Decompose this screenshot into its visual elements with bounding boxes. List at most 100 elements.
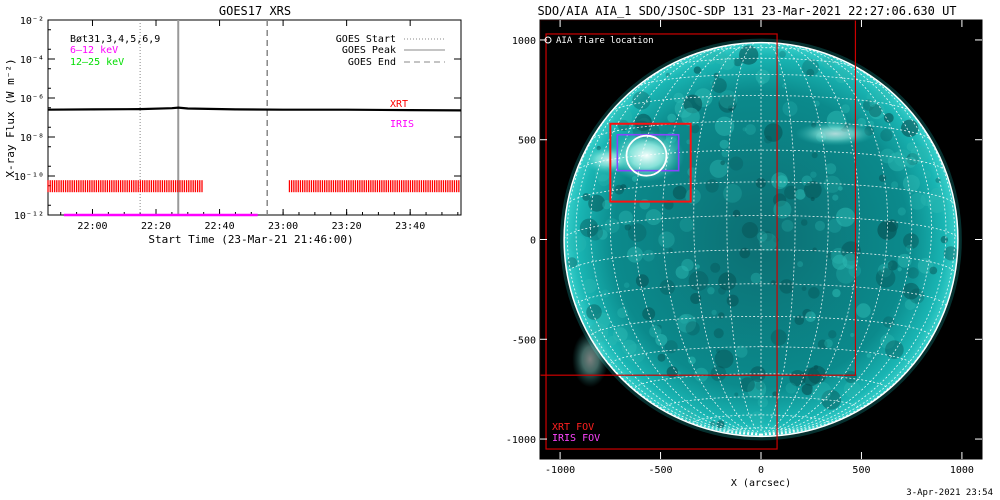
sun-texture-patch: [685, 321, 700, 336]
sun-texture-patch: [755, 381, 765, 391]
sun-texture-patch: [784, 185, 798, 200]
longitude-line: [760, 47, 932, 436]
sun-texture-patch: [713, 328, 724, 339]
sun-texture-patch: [718, 272, 737, 291]
xrt-fov-label: XRT FOV: [552, 422, 594, 433]
sun-texture-patch: [632, 91, 651, 110]
goes-y-tick-label: 10⁻¹⁰: [14, 172, 44, 183]
aia-y-tick-label: -1000: [506, 435, 536, 446]
active-region-southeast: [572, 331, 609, 388]
sun-texture-patch: [875, 268, 896, 288]
sun-texture-patch: [695, 264, 700, 269]
sun-texture-patch: [887, 260, 898, 271]
sun-texture-patch: [582, 278, 597, 294]
sun-texture-patch: [588, 194, 606, 212]
sun-texture-patch: [856, 303, 871, 318]
sun-texture-patch: [723, 184, 742, 203]
sun-texture-patch: [782, 101, 798, 117]
xrt-fov-wide-box: [540, 20, 857, 376]
sun-texture-patch: [797, 261, 804, 268]
sun-texture-patch: [750, 272, 762, 284]
heliographic-grid: [563, 41, 959, 438]
goes-axis-ticks: [48, 19, 461, 216]
sun-texture-patch: [617, 119, 630, 132]
sun-texture-patch: [685, 188, 701, 205]
aia-axis-ticks: [540, 20, 982, 459]
legend-channel-low: 6–12 keV: [70, 45, 118, 56]
sun-texture-patch: [832, 194, 839, 201]
goes-x-tick-label: 23:00: [268, 221, 298, 232]
sun-texture-patch: [673, 92, 684, 104]
sun-texture-patch: [902, 282, 920, 300]
sun-texture-patch: [579, 218, 599, 238]
sun-texture-patch: [623, 282, 630, 289]
sun-texture-patch: [710, 365, 727, 382]
goes-x-tick-labels: 22:00 22:20 22:40 23:00 23:20 23:40: [77, 221, 425, 232]
flare-location-legend-marker: [544, 36, 552, 44]
sun-texture-patch: [749, 411, 765, 427]
sun-texture-patch: [843, 381, 861, 398]
aia-x-tick-label: -1000: [545, 465, 575, 476]
sun-texture-patch: [711, 309, 717, 316]
sun-texture-patch: [657, 353, 666, 362]
longitude-line: [760, 42, 829, 436]
sun-texture-patch: [904, 299, 916, 310]
sun-texture-patch: [801, 286, 807, 291]
sun-texture-patch: [880, 268, 885, 273]
sun-texture-patch: [718, 94, 737, 113]
sun-texture-patch: [808, 287, 820, 299]
goes-x-tick-label: 23:20: [332, 221, 362, 232]
sun-texture-patch: [922, 170, 932, 179]
longitude-line: [760, 42, 860, 436]
sun-texture-patch: [930, 187, 943, 201]
sun-texture-patch: [621, 339, 637, 355]
sun-texture-patch: [842, 253, 859, 269]
legend-goes-end: GOES End: [348, 57, 396, 68]
aia-x-tick-labels: -1000 -500 0 500 1000: [545, 465, 974, 476]
sun-texture-patch: [682, 407, 697, 423]
sun-texture-patch: [656, 324, 662, 330]
sun-texture-patch: [880, 334, 895, 349]
sun-texture-patch: [825, 163, 837, 175]
sun-texture-patch: [840, 104, 850, 114]
sun-texture-patch: [618, 210, 633, 225]
legend-goes-start: GOES Start: [336, 34, 396, 45]
sun-texture-patch: [800, 219, 808, 226]
aia-title: SDO/AIA AIA_1 SDO/JSOC-SDP 131 23-Mar-20…: [537, 4, 956, 18]
aia-y-tick-label: -500: [512, 335, 536, 346]
sun-texture-patch: [734, 392, 739, 397]
flare-location-legend: AIA flare location: [556, 36, 654, 46]
sun-texture-patch: [612, 327, 628, 343]
sun-texture-patch: [735, 345, 748, 358]
sun-texture-patch: [649, 325, 662, 338]
sun-texture-patch: [838, 186, 843, 191]
sun-texture-patch: [655, 334, 668, 346]
latitude-line: [662, 396, 860, 412]
sun-texture-patch: [828, 330, 837, 339]
sun-texture-patch: [850, 332, 855, 338]
sun-texture-patch: [719, 90, 738, 109]
sun-texture-patch: [935, 177, 941, 183]
sun-texture-patch: [907, 267, 919, 279]
sun-texture-patch: [627, 246, 643, 263]
longitude-line: [575, 53, 762, 436]
sun-texture-patch: [773, 200, 792, 219]
sun-texture-patch: [597, 229, 608, 240]
flare-location-marker: [625, 134, 668, 177]
sun-texture-patch: [702, 71, 707, 76]
goes-y-tick-label: 10⁻⁴: [20, 55, 44, 66]
latitude-line: [575, 283, 947, 308]
goes-panel: GOES17 XRS 22:00 22:20 22:40 23:00 23:20 23:4…: [4, 4, 462, 246]
sun-texture-patch: [733, 57, 742, 67]
goes-x-tick-label: 22:40: [204, 221, 234, 232]
sun-texture-patch: [634, 113, 652, 131]
sun-texture-patch: [832, 288, 841, 298]
latitude-line: [590, 316, 932, 339]
sun-texture-patch: [806, 68, 815, 77]
sun-texture-patch: [902, 174, 920, 192]
iris-fov-label: IRIS FOV: [552, 433, 600, 444]
sun-texture-patch: [679, 217, 694, 232]
aia-image: [540, 20, 962, 450]
sun-texture-patch: [875, 85, 892, 102]
aia-x-tick-label: 0: [758, 465, 764, 476]
